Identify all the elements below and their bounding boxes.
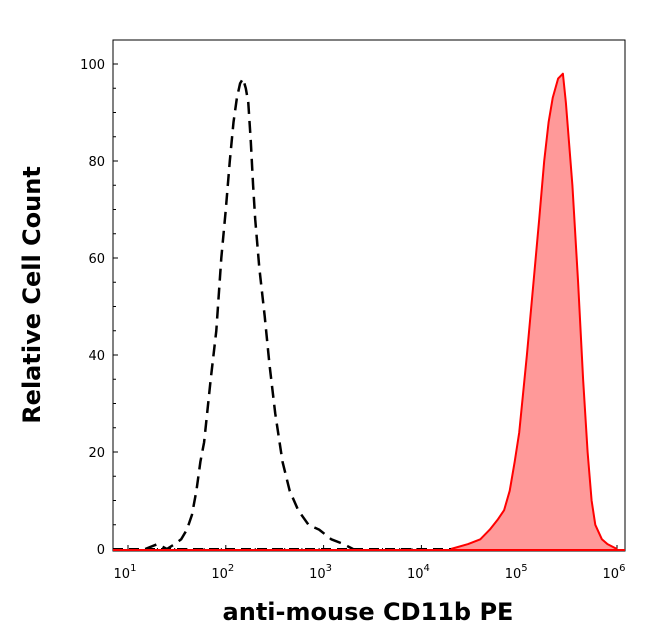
y-tick-label: 0 <box>97 543 105 558</box>
x-tick-label-exponent: 2 <box>228 563 234 574</box>
x-tick-label: 106 <box>603 563 626 582</box>
series-0-line <box>144 77 354 551</box>
x-tick-label-base: 10 <box>407 567 424 582</box>
y-axis-title: Relative Cell Count <box>18 166 46 424</box>
x-tick-label-exponent: 5 <box>521 563 527 574</box>
x-tick-label-base: 10 <box>114 567 131 582</box>
y-tick-label: 80 <box>88 155 105 170</box>
x-tick-label: 105 <box>505 563 528 582</box>
series-1-area <box>450 73 617 549</box>
x-tick-label-base: 10 <box>211 567 228 582</box>
x-tick-label: 102 <box>211 563 234 582</box>
x-tick-label: 104 <box>407 563 430 582</box>
x-tick-label-exponent: 3 <box>326 563 332 574</box>
series-layer <box>113 72 625 551</box>
x-tick-label-base: 10 <box>309 567 326 582</box>
x-tick-label: 101 <box>114 563 137 582</box>
x-axis-title: anti-mouse CD11b PE <box>223 598 514 626</box>
y-axis-ticks: 0 20 40 60 80 100 <box>80 58 118 558</box>
series-1-line <box>450 72 618 550</box>
x-tick-label: 103 <box>309 563 332 582</box>
x-tick-label-exponent: 4 <box>423 563 429 574</box>
x-tick-label-base: 10 <box>603 567 620 582</box>
x-tick-label-base: 10 <box>505 567 522 582</box>
x-tick-label-exponent: 1 <box>130 563 136 574</box>
x-tick-label-exponent: 6 <box>619 563 625 574</box>
y-tick-label: 20 <box>88 446 105 461</box>
y-tick-label: 100 <box>80 58 105 73</box>
y-tick-label: 60 <box>88 252 105 267</box>
y-tick-label: 40 <box>88 349 105 364</box>
